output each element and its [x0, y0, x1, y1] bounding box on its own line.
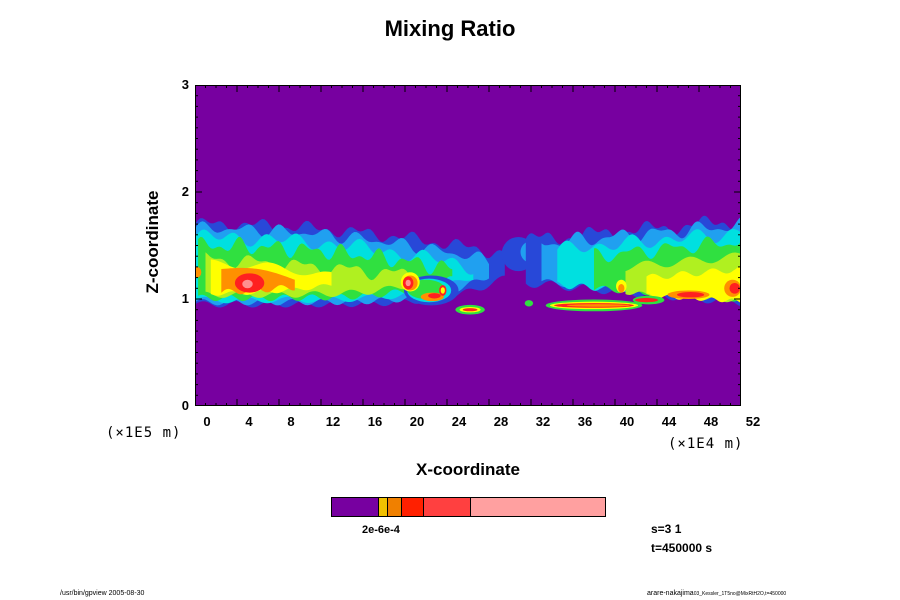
swirl-red-tail	[428, 293, 441, 299]
right-red-2	[729, 282, 740, 294]
colorbar-label: 2e-6e-4	[362, 524, 400, 536]
y-axis-label: Z-coordinate	[143, 190, 162, 294]
footer-source-main: arare-nakajima	[647, 590, 694, 597]
x-tick-label: 12	[325, 414, 341, 429]
footer-command: /usr/bin/gpview 2005-08-30	[60, 590, 145, 597]
y-tick-label: 2	[181, 184, 189, 199]
tracer-field	[195, 215, 741, 315]
plot-area	[195, 85, 741, 406]
x-tick-label: 4	[245, 414, 253, 429]
x-axis-label: X-coordinate	[416, 460, 520, 479]
core-left-pink	[242, 279, 253, 289]
colorbar-swatch	[377, 498, 387, 516]
time-info: t=450000 s	[651, 541, 713, 555]
colorbar	[331, 497, 606, 517]
patch-b-green	[524, 300, 534, 307]
curl-yellow	[440, 287, 445, 294]
chart-title: Mixing Ratio	[384, 16, 516, 41]
colorbar-swatch	[386, 498, 401, 516]
x-tick-label: 20	[409, 414, 425, 429]
patch-a-red	[462, 308, 478, 312]
filament-orange	[566, 304, 630, 307]
colorbar-swatch	[469, 498, 605, 516]
plot-frame	[195, 85, 741, 406]
x-tick-label: 8	[287, 414, 295, 429]
x-tick-label: 40	[619, 414, 635, 429]
y-tick-label: 1	[181, 291, 189, 306]
x-tick-label: 32	[535, 414, 551, 429]
x-tick-label: 0	[203, 414, 211, 429]
step-info: s=3 1	[651, 522, 682, 536]
footer-source-detail: 03_Kessler_1T5no@MixRtH2O,t=450000	[693, 591, 787, 597]
x-tick-label: 52	[745, 414, 761, 429]
filament-red-2	[634, 297, 659, 303]
x-tick-label: 28	[493, 414, 509, 429]
left-edge-orange	[195, 266, 202, 278]
x-tick-label: 48	[703, 414, 719, 429]
footer-source: arare-nakajima03_Kessler_1T5no@MixRtH2O,…	[647, 590, 786, 597]
colorbar-swatch	[400, 498, 424, 516]
x-tick-label: 24	[451, 414, 467, 429]
x-tick-label: 36	[577, 414, 593, 429]
y-scale-factor: (×1E5 m)	[106, 425, 182, 441]
colorbar-swatch	[423, 498, 470, 516]
right-orange-blob	[618, 284, 625, 293]
y-tick-label: 3	[181, 77, 189, 92]
colorbar-swatch	[332, 498, 378, 516]
right-red-1	[676, 292, 705, 298]
x-tick-label: 16	[367, 414, 383, 429]
x-tick-label: 44	[661, 414, 677, 429]
y-tick-label: 0	[181, 398, 189, 413]
x-scale-factor: (×1E4 m)	[668, 436, 744, 452]
swirl-pink	[405, 279, 411, 287]
